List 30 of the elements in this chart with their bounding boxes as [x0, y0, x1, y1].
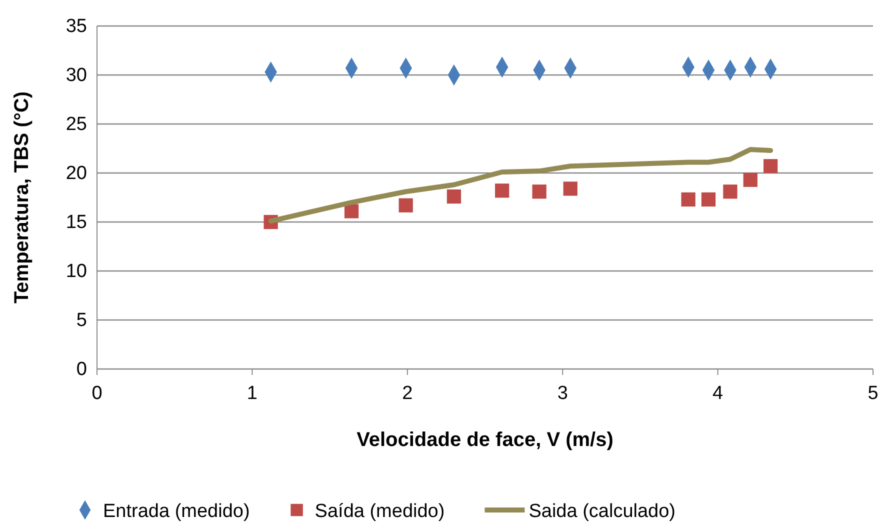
- y-tick-label: 0: [76, 359, 87, 380]
- point: [344, 204, 359, 218]
- point: [398, 198, 413, 212]
- y-tick-label: 20: [66, 163, 87, 184]
- point: [763, 159, 778, 174]
- y-tick-label: 35: [66, 16, 87, 38]
- point: [723, 184, 738, 199]
- x-tick-label: 3: [557, 382, 568, 404]
- x-axis-title: Velocidade de face, V (m/s): [356, 429, 614, 451]
- point: [495, 184, 510, 198]
- x-tick-label: 4: [712, 382, 724, 404]
- point: [681, 192, 696, 207]
- y-tick-label: 15: [66, 212, 87, 234]
- x-tick-label: 0: [92, 382, 102, 404]
- point: [532, 184, 546, 199]
- y-tick-label: 25: [66, 114, 87, 136]
- x-tick-label: 1: [246, 382, 258, 404]
- y-tick-label: 10: [66, 261, 87, 282]
- point: [743, 172, 758, 187]
- point: [701, 192, 716, 207]
- point: [446, 189, 462, 204]
- y-tick-label: 30: [66, 65, 87, 86]
- x-tick-label: 5: [868, 382, 878, 404]
- y-axis-title: Temperatura, TBS (°C): [11, 91, 33, 304]
- legend-label: Saída (medido): [314, 501, 445, 522]
- y-tick-label: 5: [76, 310, 87, 332]
- legend-label: Saida (calculado): [528, 501, 676, 522]
- x-tick-label: 2: [402, 382, 413, 404]
- point: [563, 182, 578, 196]
- legend-label: Entrada (medido): [103, 501, 250, 522]
